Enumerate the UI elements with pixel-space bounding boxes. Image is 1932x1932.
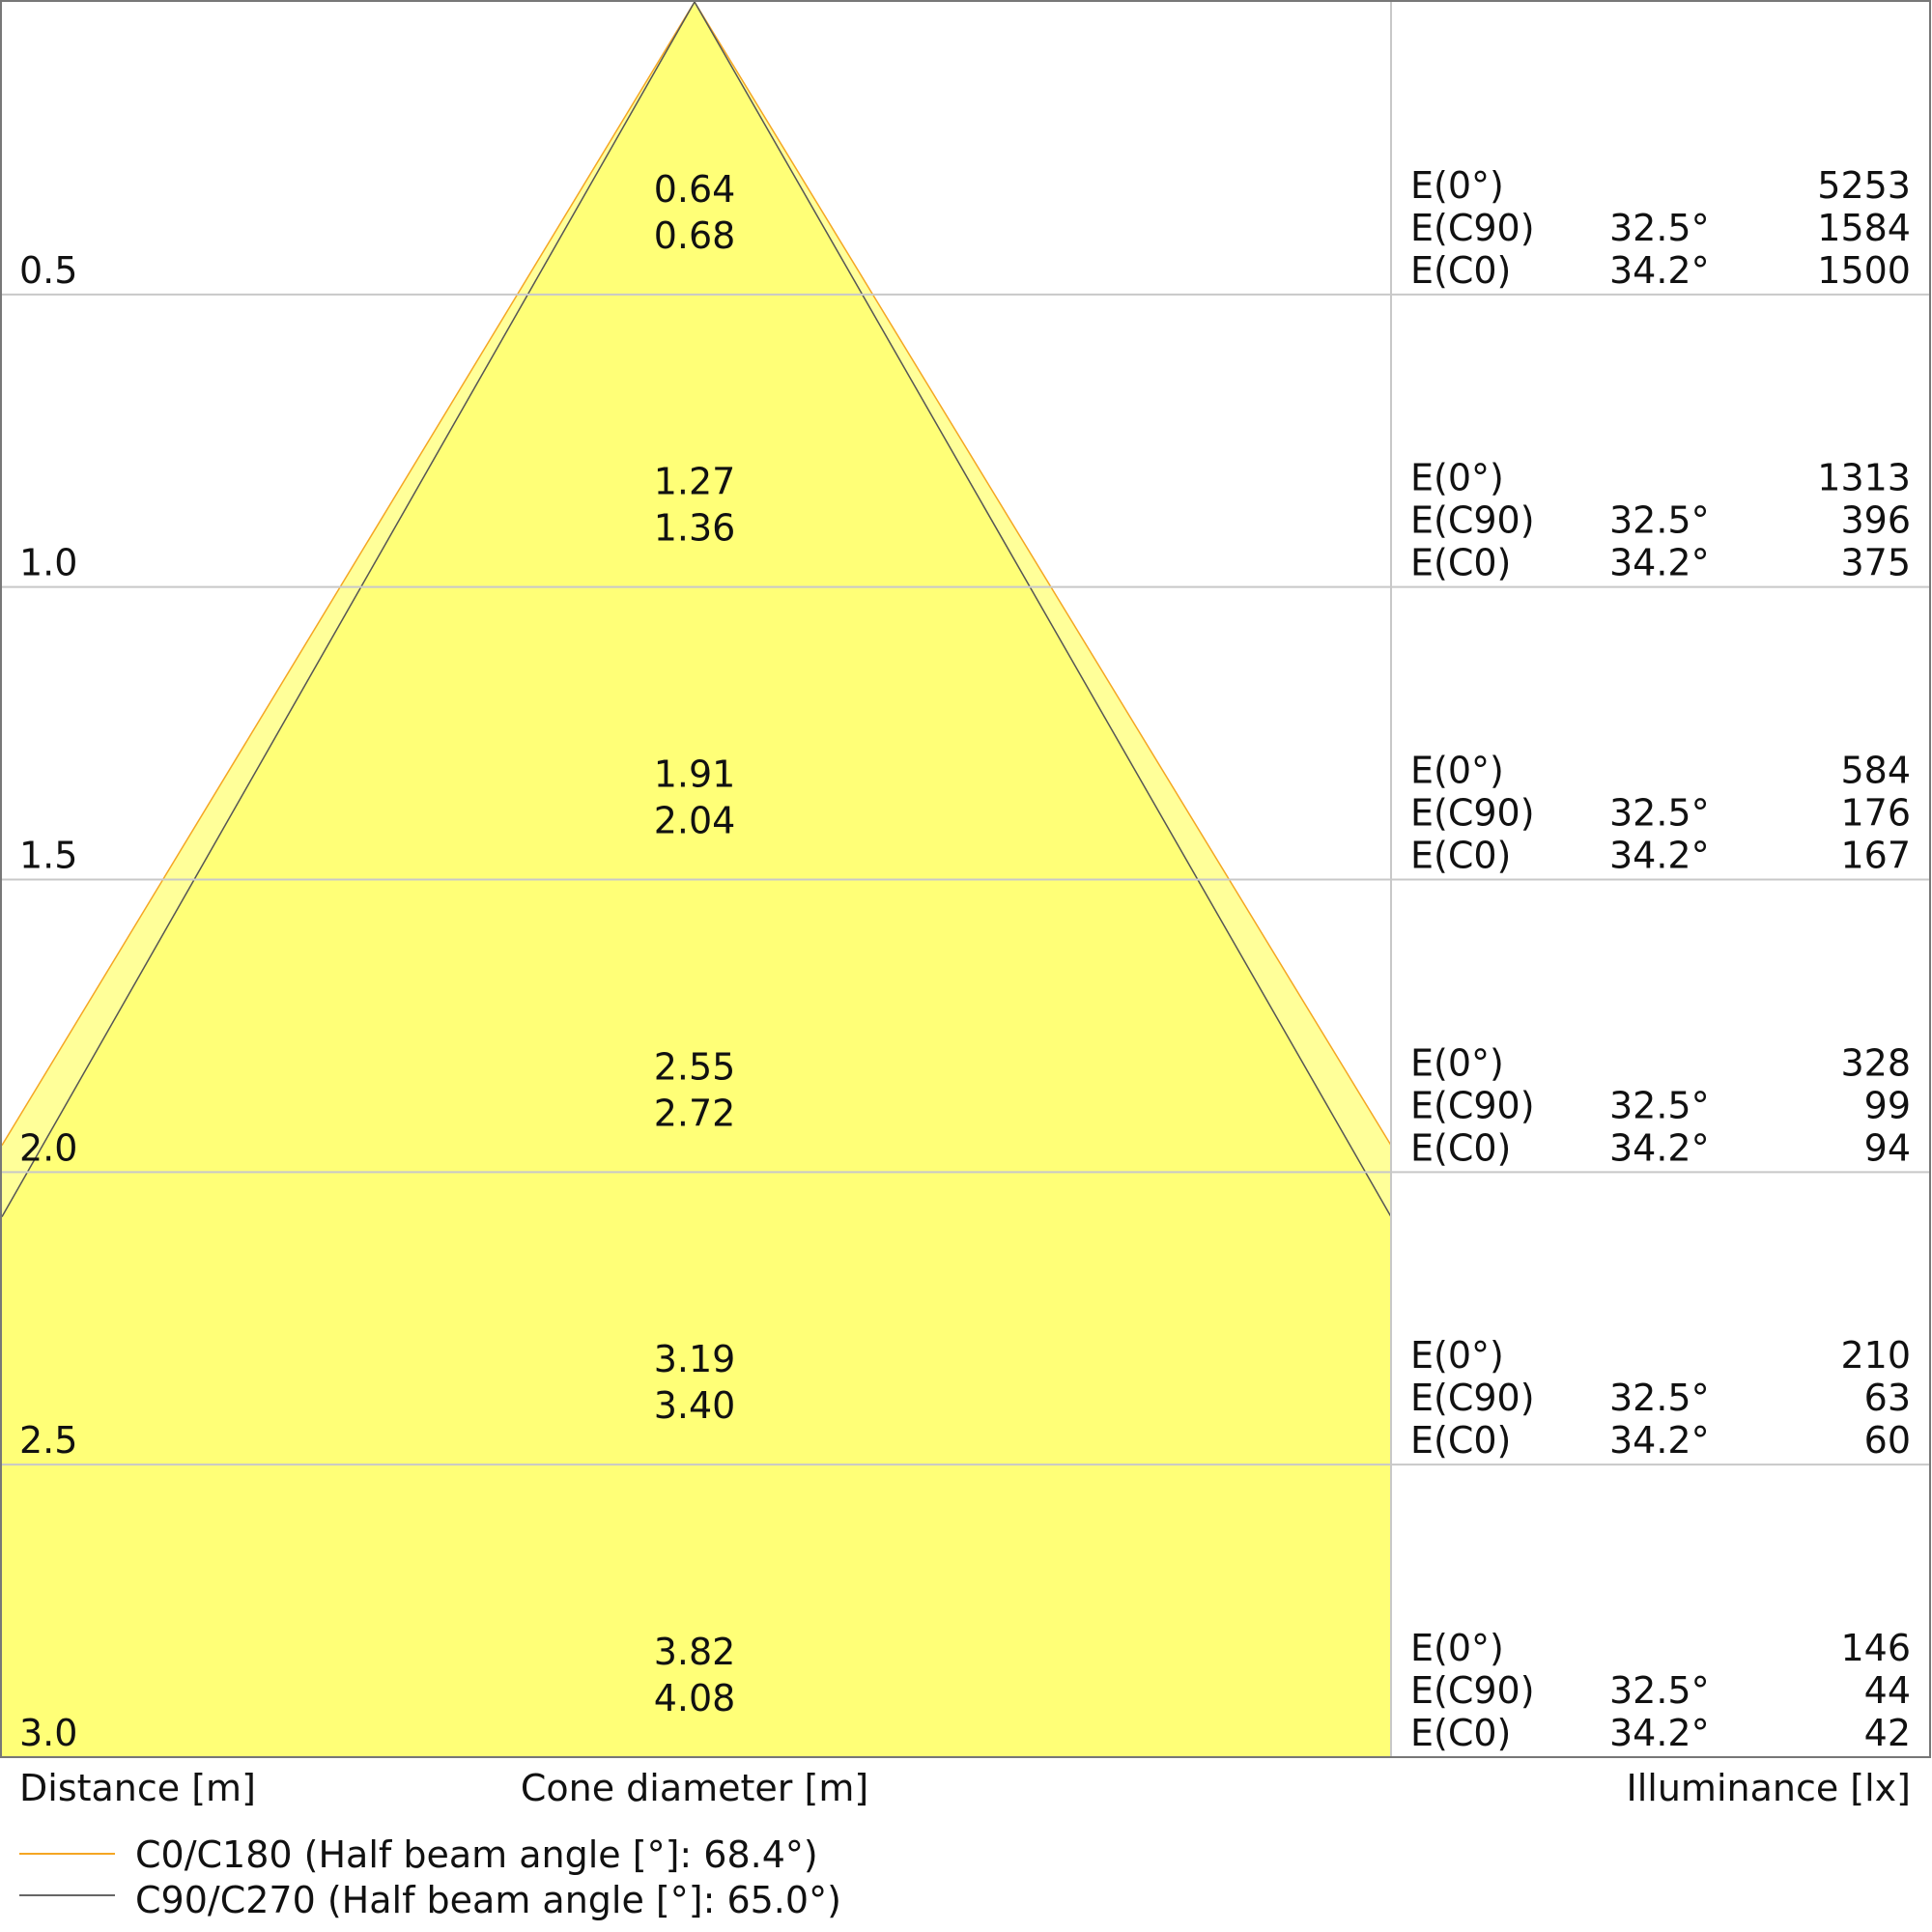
distance-label: 0.5 [19, 249, 77, 292]
distance-label: 2.5 [19, 1419, 77, 1462]
illuminance-value-ec0: 60 [1864, 1419, 1911, 1462]
cone-diameter-c90: 0.64 [654, 168, 736, 211]
cone-diameter-c90: 1.27 [654, 461, 736, 503]
angle-c0: 34.2° [1609, 835, 1710, 877]
illuminance-label-e0: E(0°) [1410, 1334, 1504, 1377]
illuminance-label-ec90: E(C90) [1410, 1377, 1535, 1419]
illuminance-label-e0: E(0°) [1410, 750, 1504, 792]
illuminance-value-e0: 5253 [1817, 164, 1911, 207]
illuminance-label-ec0: E(C0) [1410, 1419, 1511, 1462]
angle-c0: 34.2° [1609, 1419, 1710, 1462]
illuminance-value-ec90: 44 [1864, 1669, 1911, 1712]
angle-c90: 32.5° [1609, 1669, 1710, 1712]
illuminance-value-ec0: 94 [1864, 1126, 1911, 1169]
illuminance-label-ec90: E(C90) [1410, 499, 1535, 542]
cone-c0-edge-right [694, 1, 1392, 1147]
illuminance-label-e0: E(0°) [1410, 457, 1504, 499]
angle-c0: 34.2° [1609, 1712, 1710, 1754]
illuminance-value-e0: 210 [1840, 1334, 1911, 1377]
cone-diameter-c90: 1.91 [654, 753, 736, 796]
legend-label-c90: C90/C270 (Half beam angle [°]: 65.0°) [135, 1879, 841, 1921]
angle-c90: 32.5° [1609, 499, 1710, 542]
cone-diameter-c90: 3.82 [654, 1631, 736, 1673]
cone-diameter-c0: 3.40 [654, 1384, 736, 1427]
angle-c90: 32.5° [1609, 1377, 1710, 1419]
illuminance-value-ec90: 99 [1864, 1084, 1911, 1126]
illuminance-value-ec0: 375 [1840, 542, 1911, 584]
cone-diameter-c0: 1.36 [654, 507, 736, 550]
angle-c90: 32.5° [1609, 1084, 1710, 1126]
illuminance-label-e0: E(0°) [1410, 1041, 1504, 1084]
illuminance-value-e0: 1313 [1817, 457, 1911, 499]
cone-c0-edge-left [1, 1, 696, 1147]
illuminance-label-ec90: E(C90) [1410, 792, 1535, 835]
illuminance-label-e0: E(0°) [1410, 164, 1504, 207]
cone-c90-edge-left [1, 1, 696, 1218]
distance-label: 1.0 [19, 542, 77, 584]
cone-c90-edge-right [694, 1, 1392, 1218]
illuminance-value-ec90: 176 [1840, 792, 1911, 835]
cone-diameter-c90: 2.55 [654, 1045, 736, 1088]
illuminance-value-ec90: 396 [1840, 499, 1911, 542]
distance-label: 1.5 [19, 835, 77, 877]
cone-diameter-c0: 4.08 [654, 1677, 736, 1719]
legend-label-c0: C0/C180 (Half beam angle [°]: 68.4°) [135, 1833, 818, 1876]
illuminance-label-ec90: E(C90) [1410, 1084, 1535, 1126]
illuminance-value-ec0: 1500 [1817, 249, 1911, 292]
illuminance-label-ec90: E(C90) [1410, 207, 1535, 249]
angle-c90: 32.5° [1609, 207, 1710, 249]
cone-diameter-c90: 3.19 [654, 1338, 736, 1380]
illuminance-label-ec0: E(C0) [1410, 1712, 1511, 1754]
illuminance-label-ec0: E(C0) [1410, 249, 1511, 292]
angle-c90: 32.5° [1609, 792, 1710, 835]
x-label-cone-diameter: Cone diameter [m] [521, 1767, 868, 1809]
illuminance-value-e0: 328 [1840, 1041, 1911, 1084]
illuminance-label-e0: E(0°) [1410, 1627, 1504, 1669]
chart-border [0, 0, 1931, 1758]
cone-diameter-c0: 2.72 [654, 1092, 736, 1134]
illuminance-label-ec0: E(C0) [1410, 835, 1511, 877]
angle-c0: 34.2° [1609, 249, 1710, 292]
illuminance-value-ec0: 167 [1840, 835, 1911, 877]
illuminance-label-ec0: E(C0) [1410, 1126, 1511, 1169]
illuminance-value-ec90: 1584 [1817, 207, 1911, 249]
x-label-distance: Distance [m] [19, 1767, 256, 1809]
illuminance-value-ec0: 42 [1864, 1712, 1911, 1754]
illuminance-value-e0: 146 [1840, 1627, 1911, 1669]
angle-c0: 34.2° [1609, 1126, 1710, 1169]
cone-diameter-c0: 2.04 [654, 800, 736, 842]
angle-c0: 34.2° [1609, 542, 1710, 584]
illuminance-value-ec90: 63 [1864, 1377, 1911, 1419]
illuminance-label-ec0: E(C0) [1410, 542, 1511, 584]
cone-diameter-c0: 0.68 [654, 214, 736, 257]
distance-label: 3.0 [19, 1712, 77, 1754]
x-label-illuminance: Illuminance [lx] [1627, 1767, 1911, 1809]
distance-label: 2.0 [19, 1126, 77, 1169]
illuminance-value-e0: 584 [1840, 750, 1911, 792]
illuminance-label-ec90: E(C90) [1410, 1669, 1535, 1712]
